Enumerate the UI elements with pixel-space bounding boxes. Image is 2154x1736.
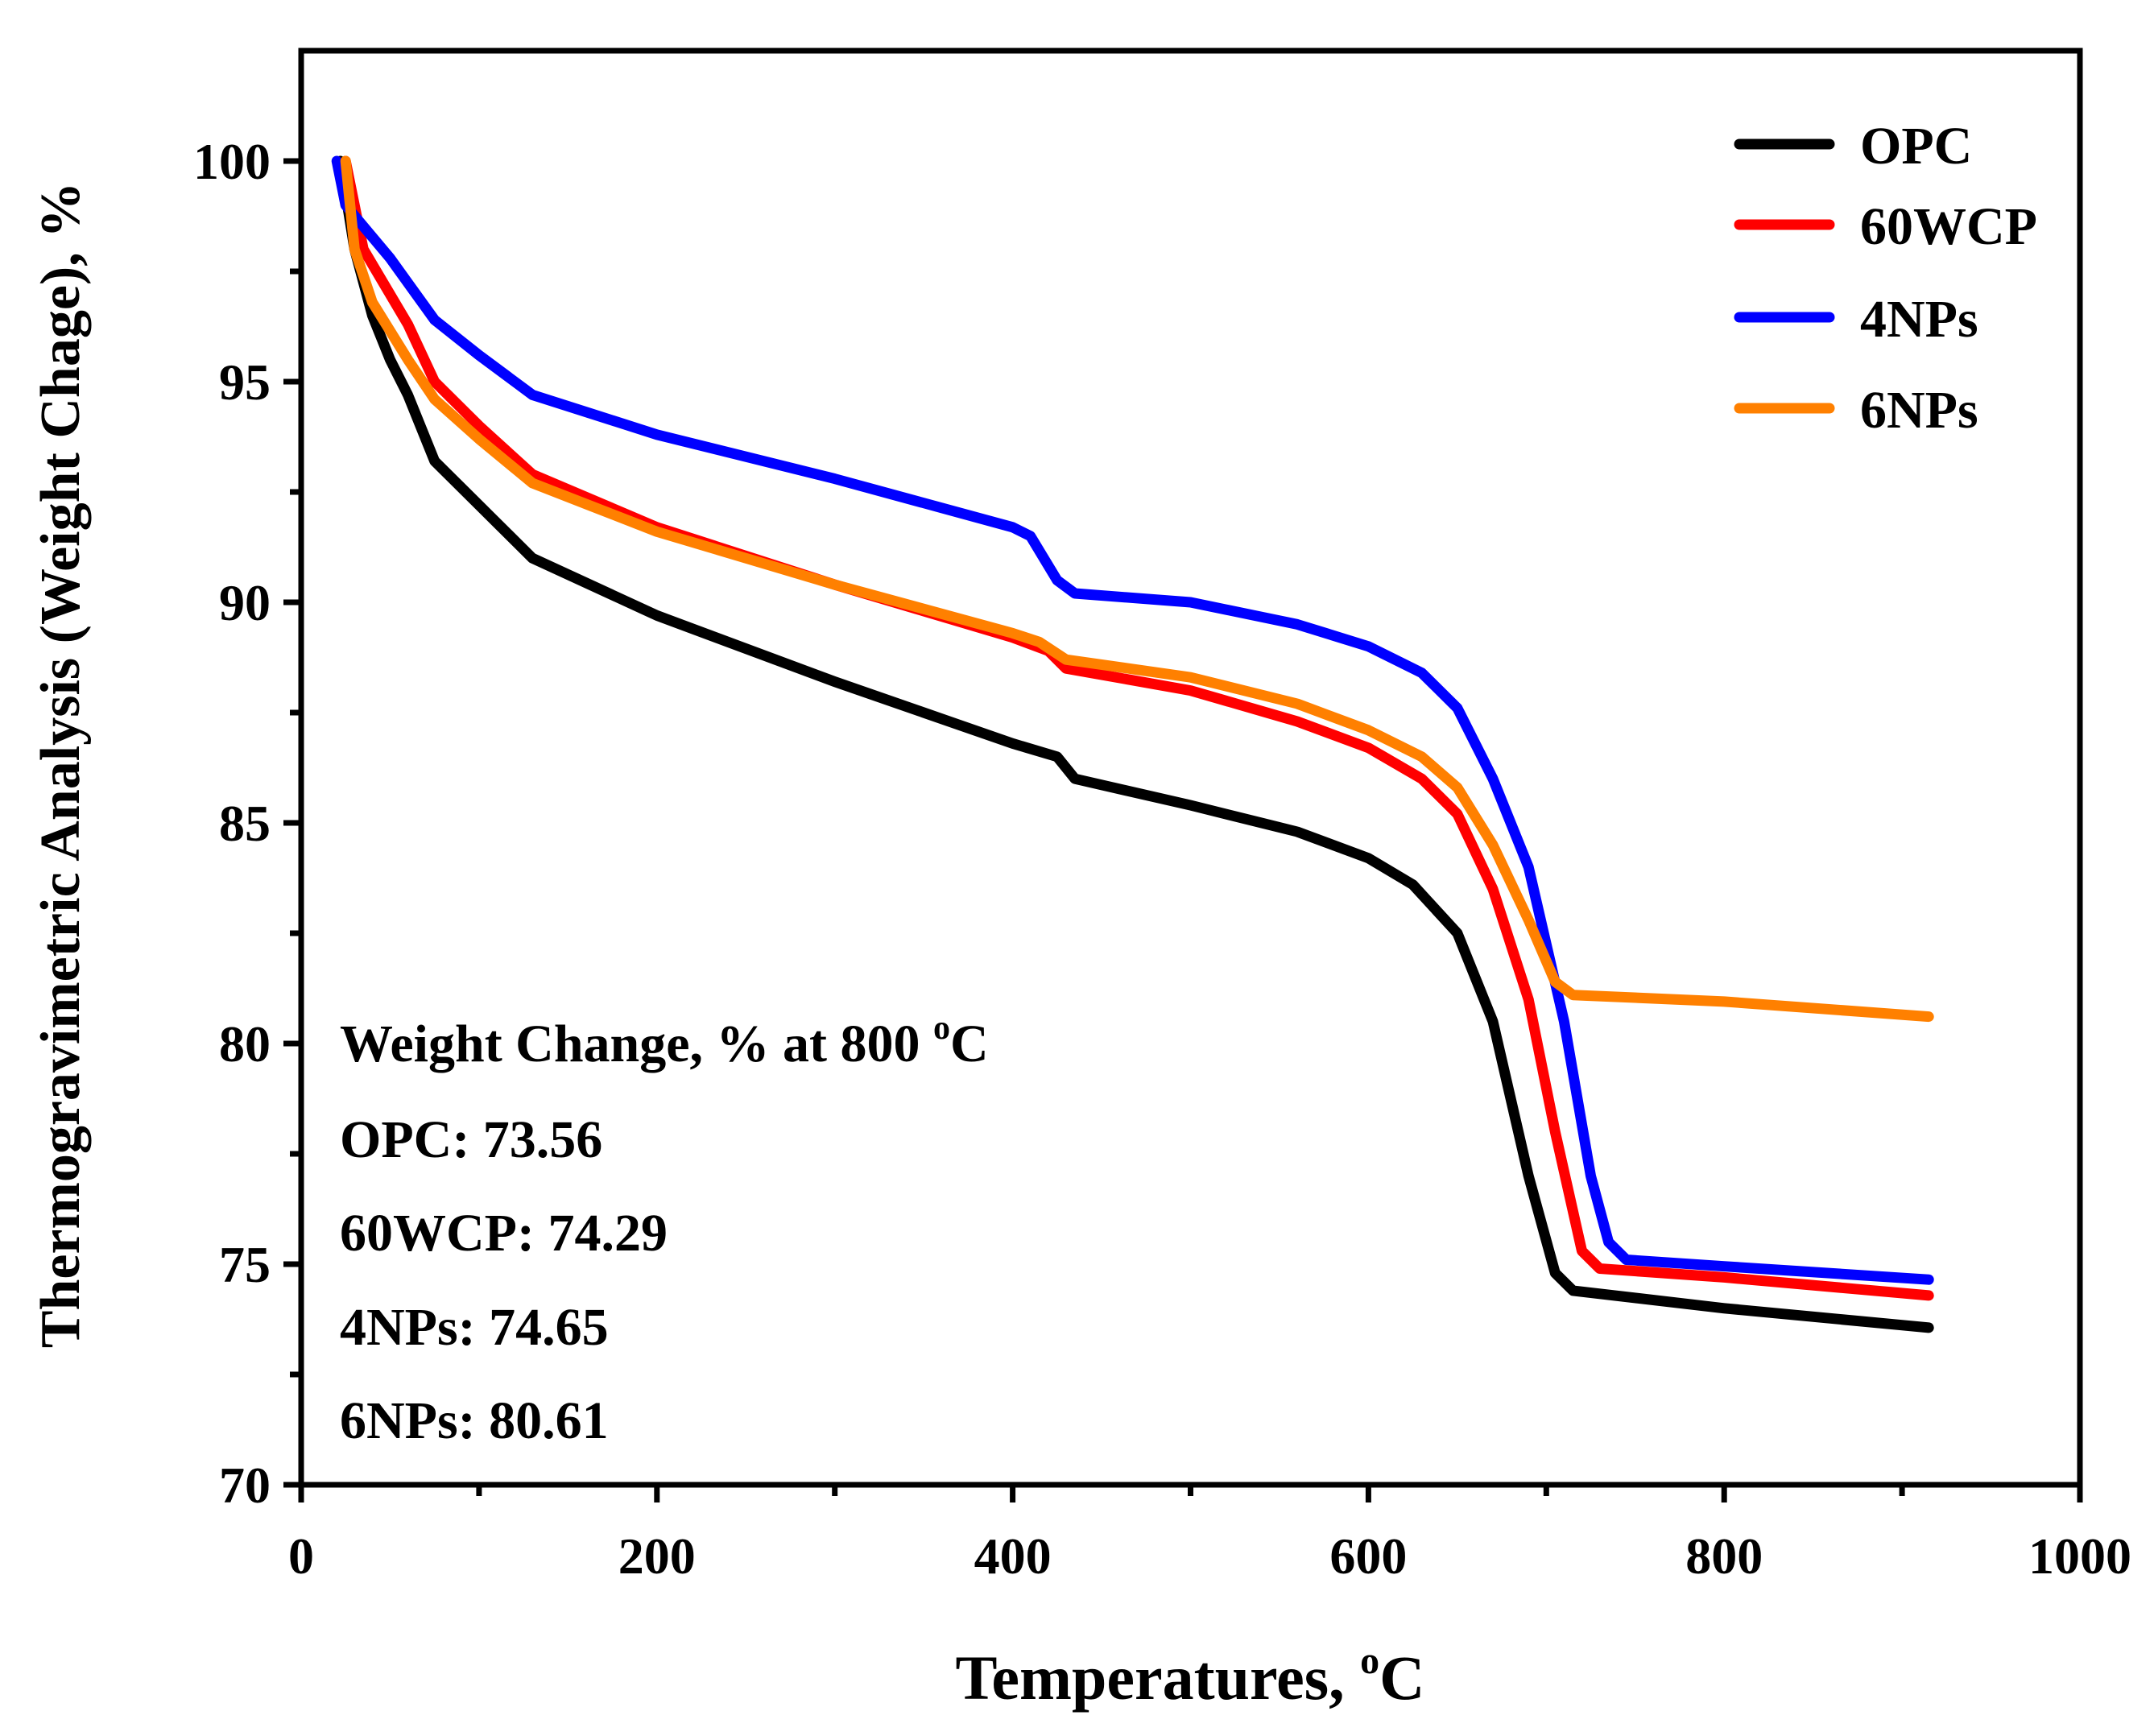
annotation-line: 60WCP: 74.29: [340, 1204, 668, 1263]
legend-label-opc: OPC: [1860, 117, 1972, 176]
axis-ticks: 0 200 400 600 800 1000 70 75 80 85 90 95 100: [193, 133, 2131, 1585]
annotation-heading: Weight Change, % at 800 oC: [340, 1010, 989, 1073]
y-tick-label: 95: [219, 353, 271, 411]
y-tick-label: 80: [219, 1015, 271, 1073]
x-tick-label: 200: [618, 1527, 696, 1585]
y-axis-label: Thermogravimetric Analysis (Weight Chage…: [30, 182, 92, 1348]
legend-label-60wcp: 60WCP: [1860, 197, 2037, 256]
x-tick-label: 600: [1329, 1527, 1407, 1585]
legend-label-6nps: 6NPs: [1860, 381, 1978, 440]
y-tick-label: 70: [219, 1457, 271, 1514]
annotation-line: OPC: 73.56: [340, 1110, 602, 1169]
annotation-box: Weight Change, % at 800 oC OPC: 73.56 60…: [340, 1010, 989, 1450]
series-line-6nps: [340, 155, 1934, 1023]
x-axis-label: Temperatures, oC: [956, 1639, 1425, 1713]
legend-label-4nps: 4NPs: [1860, 290, 1978, 349]
legend: OPC 60WCP 4NPs 6NPs: [1734, 117, 2037, 440]
series-line-opc: [335, 155, 1934, 1333]
y-tick-label: 75: [219, 1236, 271, 1293]
x-tick-label: 0: [288, 1527, 314, 1585]
series-line-4nps: [331, 155, 1934, 1285]
annotation-line: 6NPs: 80.61: [340, 1391, 609, 1450]
y-tick-label: 100: [193, 133, 271, 190]
series-layer: [331, 155, 1934, 1333]
y-tick-label: 90: [219, 574, 271, 631]
series-line-60wcp: [340, 155, 1934, 1301]
x-tick-label: 1000: [2028, 1527, 2131, 1585]
x-tick-label: 400: [974, 1527, 1052, 1585]
x-tick-label: 800: [1685, 1527, 1763, 1585]
annotation-line: 4NPs: 74.65: [340, 1298, 609, 1357]
y-tick-label: 85: [219, 795, 271, 852]
